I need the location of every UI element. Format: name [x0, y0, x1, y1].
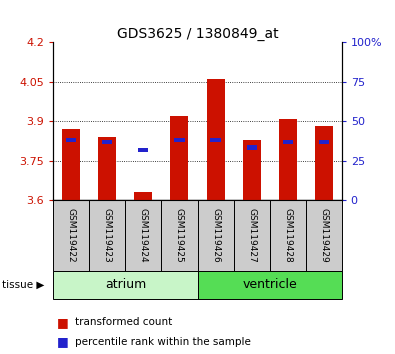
Bar — [175, 137, 184, 142]
Text: atrium: atrium — [105, 279, 146, 291]
Text: GSM119425: GSM119425 — [175, 208, 184, 263]
Text: GSM119424: GSM119424 — [139, 208, 148, 263]
Text: ventricle: ventricle — [242, 279, 297, 291]
Bar — [53, 200, 89, 271]
Bar — [211, 137, 220, 142]
Bar — [278, 119, 297, 200]
Text: percentile rank within the sample: percentile rank within the sample — [75, 337, 251, 347]
Bar — [162, 200, 198, 271]
Text: ■: ■ — [57, 316, 69, 329]
Bar — [270, 200, 306, 271]
Bar — [198, 271, 342, 299]
Bar — [306, 200, 342, 271]
Bar — [171, 116, 188, 200]
Bar — [319, 140, 329, 144]
Bar — [207, 79, 224, 200]
Bar — [134, 192, 152, 200]
Title: GDS3625 / 1380849_at: GDS3625 / 1380849_at — [117, 28, 278, 41]
Bar — [243, 139, 261, 200]
Bar — [102, 140, 113, 144]
Bar — [53, 271, 198, 299]
Text: GSM119429: GSM119429 — [319, 208, 328, 263]
Bar — [138, 148, 149, 152]
Bar — [62, 129, 80, 200]
Bar — [246, 145, 257, 150]
Bar — [315, 126, 333, 200]
Text: GSM119428: GSM119428 — [283, 208, 292, 263]
Bar — [98, 137, 117, 200]
Bar — [233, 200, 270, 271]
Text: ■: ■ — [57, 335, 69, 348]
Bar — [66, 137, 76, 142]
Text: GSM119426: GSM119426 — [211, 208, 220, 263]
Text: GSM119422: GSM119422 — [67, 208, 76, 263]
Bar — [126, 200, 162, 271]
Text: GSM119423: GSM119423 — [103, 208, 112, 263]
Text: tissue ▶: tissue ▶ — [2, 280, 44, 290]
Bar — [282, 140, 293, 144]
Text: GSM119427: GSM119427 — [247, 208, 256, 263]
Bar — [198, 200, 233, 271]
Bar — [89, 200, 126, 271]
Text: transformed count: transformed count — [75, 317, 172, 327]
